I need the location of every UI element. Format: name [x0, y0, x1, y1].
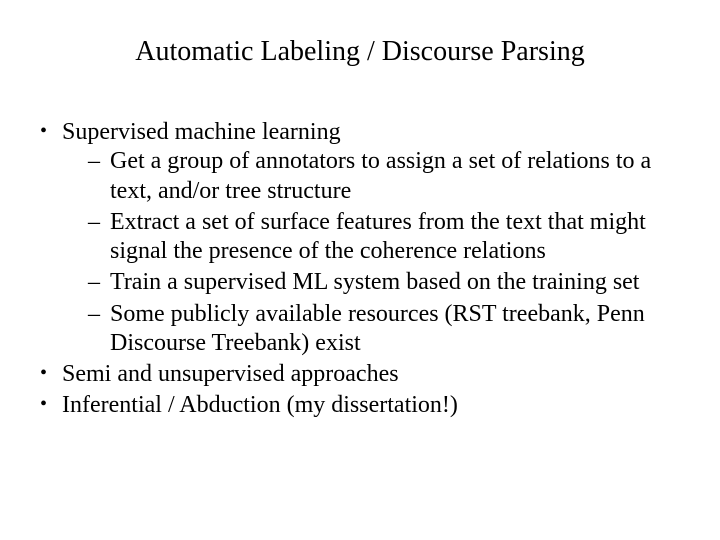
sub-bullet-text: Get a group of annotators to assign a se…	[110, 148, 651, 203]
sub-bullet-item: Some publicly available resources (RST t…	[86, 300, 684, 359]
sub-bullet-item: Get a group of annotators to assign a se…	[86, 147, 684, 206]
sub-bullet-text: Train a supervised ML system based on th…	[110, 269, 639, 295]
bullet-item: Supervised machine learning Get a group …	[36, 118, 684, 358]
bullet-list: Supervised machine learning Get a group …	[36, 118, 684, 421]
sub-bullet-text: Some publicly available resources (RST t…	[110, 301, 645, 356]
bullet-item: Inferential / Abduction (my dissertation…	[36, 391, 684, 420]
sub-bullet-list: Get a group of annotators to assign a se…	[62, 147, 684, 358]
slide: Automatic Labeling / Discourse Parsing S…	[0, 0, 720, 540]
bullet-text: Semi and unsupervised approaches	[62, 361, 399, 387]
bullet-text: Inferential / Abduction (my dissertation…	[62, 392, 458, 418]
slide-body: Supervised machine learning Get a group …	[36, 118, 684, 421]
bullet-text: Supervised machine learning	[62, 119, 341, 145]
sub-bullet-item: Train a supervised ML system based on th…	[86, 268, 684, 297]
bullet-item: Semi and unsupervised approaches	[36, 360, 684, 389]
sub-bullet-item: Extract a set of surface features from t…	[86, 208, 684, 267]
slide-title: Automatic Labeling / Discourse Parsing	[36, 36, 684, 68]
sub-bullet-text: Extract a set of surface features from t…	[110, 209, 646, 264]
